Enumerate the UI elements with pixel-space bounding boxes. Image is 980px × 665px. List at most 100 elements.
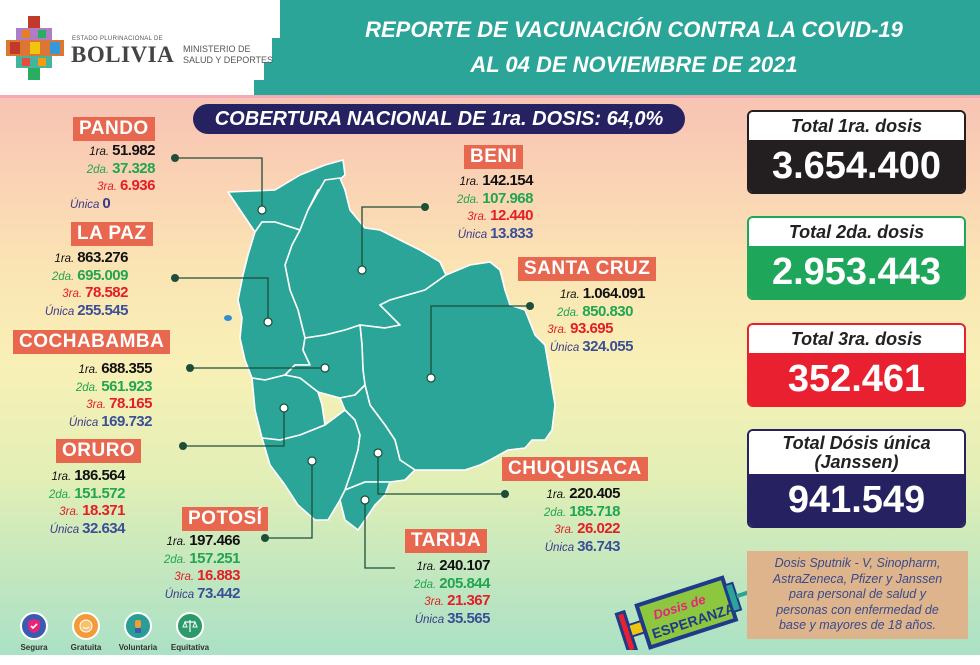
bolivia-chakana-logo-icon <box>6 16 64 80</box>
shield-check-icon <box>20 612 48 640</box>
report-date: AL 04 DE NOVIEMBRE DE 2021 <box>470 52 798 77</box>
stats-oruro: 1ra. 186.564 2da. 151.572 3ra. 18.371 Única… <box>20 467 126 538</box>
tarija-first: 240.107 <box>439 557 490 574</box>
dose-label-third: 3ra. <box>59 506 80 518</box>
stats-pando: 1ra. 51.982 2da. 37.328 3ra. 6.936 Única 0 <box>60 142 156 213</box>
santa-cruz-first: 1.064.091 <box>582 285 646 302</box>
dose-label-single: Única <box>49 523 80 536</box>
la-paz-second: 695.009 <box>77 266 128 284</box>
badge-label: Equitativa <box>170 643 210 652</box>
stats-la-paz: 1ra. 863.276 2da. 695.009 3ra. 78.582 Única… <box>20 249 129 320</box>
beni-third: 12.440 <box>490 207 533 224</box>
cochabamba-single: 169.732 <box>101 412 152 430</box>
dose-label-third: 3ra. <box>97 181 117 193</box>
dose-label-third: 3ra. <box>547 324 568 336</box>
note-line5: base y mayores de 18 años. <box>778 618 937 632</box>
la-paz-first: 863.276 <box>77 249 128 266</box>
dose-label-second: 2da. <box>48 488 72 501</box>
dose-label-first: 1ra. <box>546 489 567 501</box>
note-line1: Dosis Sputnik - V, Sinopharm, <box>774 556 941 570</box>
total-single-dose-card: Total Dósis única (Janssen) 941.549 <box>747 429 966 528</box>
map-tarija <box>339 481 391 531</box>
dose-label-third: 3ra. <box>467 211 488 223</box>
dose-label-single: Única <box>68 416 99 429</box>
logo-title: BOLIVIA <box>71 42 175 67</box>
dept-label-oruro: ORURO <box>56 439 142 463</box>
ministry-line1: MINISTERIO DE <box>183 44 251 54</box>
pando-first: 51.982 <box>112 142 155 159</box>
potosi-first: 197.466 <box>189 532 240 549</box>
dose-label-second: 2da. <box>543 506 567 519</box>
map-la-paz <box>237 221 311 381</box>
stats-tarija: 1ra. 240.107 2da. 205.844 3ra. 21.367 Única… <box>390 557 491 628</box>
la-paz-third: 78.582 <box>85 284 128 301</box>
total-first-dose-card: Total 1ra. dosis 3.654.400 <box>747 110 966 194</box>
santa-cruz-single: 324.055 <box>582 337 633 355</box>
dose-label-single: Única <box>544 541 575 554</box>
badge-gratuita: Gratuita <box>62 612 110 652</box>
dose-label-first: 1ra. <box>54 253 75 265</box>
dose-label-single: Única <box>44 305 75 318</box>
cochabamba-second: 561.923 <box>101 377 152 395</box>
vaccine-info-note: Dosis Sputnik - V, Sinopharm, AstraZenec… <box>747 551 968 639</box>
beni-second: 107.968 <box>482 189 533 207</box>
dose-label-second: 2da. <box>456 193 480 206</box>
dose-label-first: 1ra. <box>51 471 72 483</box>
beni-single: 13.833 <box>490 224 533 242</box>
map-chuquisaca <box>339 384 416 491</box>
header-title-panel <box>288 0 980 97</box>
dose-label-first: 1ra. <box>459 176 480 188</box>
dept-label-pando: PANDO <box>73 117 155 141</box>
dose-label-first: 1ra. <box>416 561 437 573</box>
pando-third: 6.936 <box>119 177 156 194</box>
ministry-name: MINISTERIO DE SALUD Y DEPORTES <box>183 44 273 66</box>
oruro-first: 186.564 <box>74 467 125 484</box>
dose-label-third: 3ra. <box>424 596 445 608</box>
chuquisaca-first: 220.405 <box>569 485 620 502</box>
cochabamba-first: 688.355 <box>101 360 152 377</box>
dose-label-second: 2da. <box>51 270 75 283</box>
map-potosi <box>261 409 361 521</box>
dose-label-single: Única <box>414 613 445 626</box>
potosi-third: 16.883 <box>197 567 240 584</box>
dept-label-potosi: POTOSÍ <box>182 507 269 531</box>
badge-segura: Segura <box>10 612 58 652</box>
badge-voluntaria: Voluntaria <box>114 612 162 652</box>
dept-label-beni: BENI <box>464 145 524 169</box>
stats-beni: 1ra. 142.154 2da. 107.968 3ra. 12.440 Única… <box>430 172 534 243</box>
dept-label-tarija: TARIJA <box>405 529 488 553</box>
stats-potosi: 1ra. 197.466 2da. 157.251 3ra. 16.883 Única… <box>140 532 241 603</box>
dept-label-la-paz: LA PAZ <box>71 222 153 246</box>
dose-label-third: 3ra. <box>86 399 107 411</box>
syringe-esperanza-icon: Dosis de ESPERANZA <box>614 575 760 650</box>
footer-strip <box>0 655 980 665</box>
dept-label-chuquisaca: CHUQUISACA <box>502 457 648 481</box>
dose-label-first: 1ra. <box>89 146 110 158</box>
dose-label-second: 2da. <box>75 381 99 394</box>
oruro-single: 32.634 <box>82 519 125 537</box>
stats-cochabamba: 1ra. 688.355 2da. 561.923 3ra. 78.165 Única… <box>40 360 153 431</box>
potosi-single: 73.442 <box>197 584 240 602</box>
dose-label-single: Única <box>70 198 100 211</box>
dose-label-second: 2da. <box>413 578 437 591</box>
lake-titicaca-icon <box>224 315 232 321</box>
total-first-dose-value: 3.654.400 <box>749 140 964 192</box>
oruro-second: 151.572 <box>74 484 125 502</box>
map-cochabamba <box>284 324 366 399</box>
la-paz-single: 255.545 <box>77 301 128 319</box>
note-line3: para personal de salud y <box>789 587 926 601</box>
vaccine-attributes: Segura Gratuita Voluntaria Equitativa <box>10 612 214 652</box>
total-second-dose-label: Total 2da. dosis <box>749 218 964 246</box>
header-divider <box>0 95 980 98</box>
dose-label-second: 2da. <box>86 163 110 176</box>
report-title: REPORTE DE VACUNACIÓN CONTRA LA COVID-19 <box>365 17 903 42</box>
total-single-dose-label: Total Dósis única (Janssen) <box>749 431 964 474</box>
dose-label-first: 1ra. <box>559 289 580 301</box>
tarija-third: 21.367 <box>447 592 490 609</box>
total-single-dose-label-line2: (Janssen) <box>814 452 899 472</box>
dept-label-cochabamba: COCHABAMBA <box>13 330 171 354</box>
oruro-third: 18.371 <box>82 502 125 519</box>
total-single-dose-label-line1: Total Dósis única <box>782 433 931 453</box>
scales-icon <box>176 612 204 640</box>
